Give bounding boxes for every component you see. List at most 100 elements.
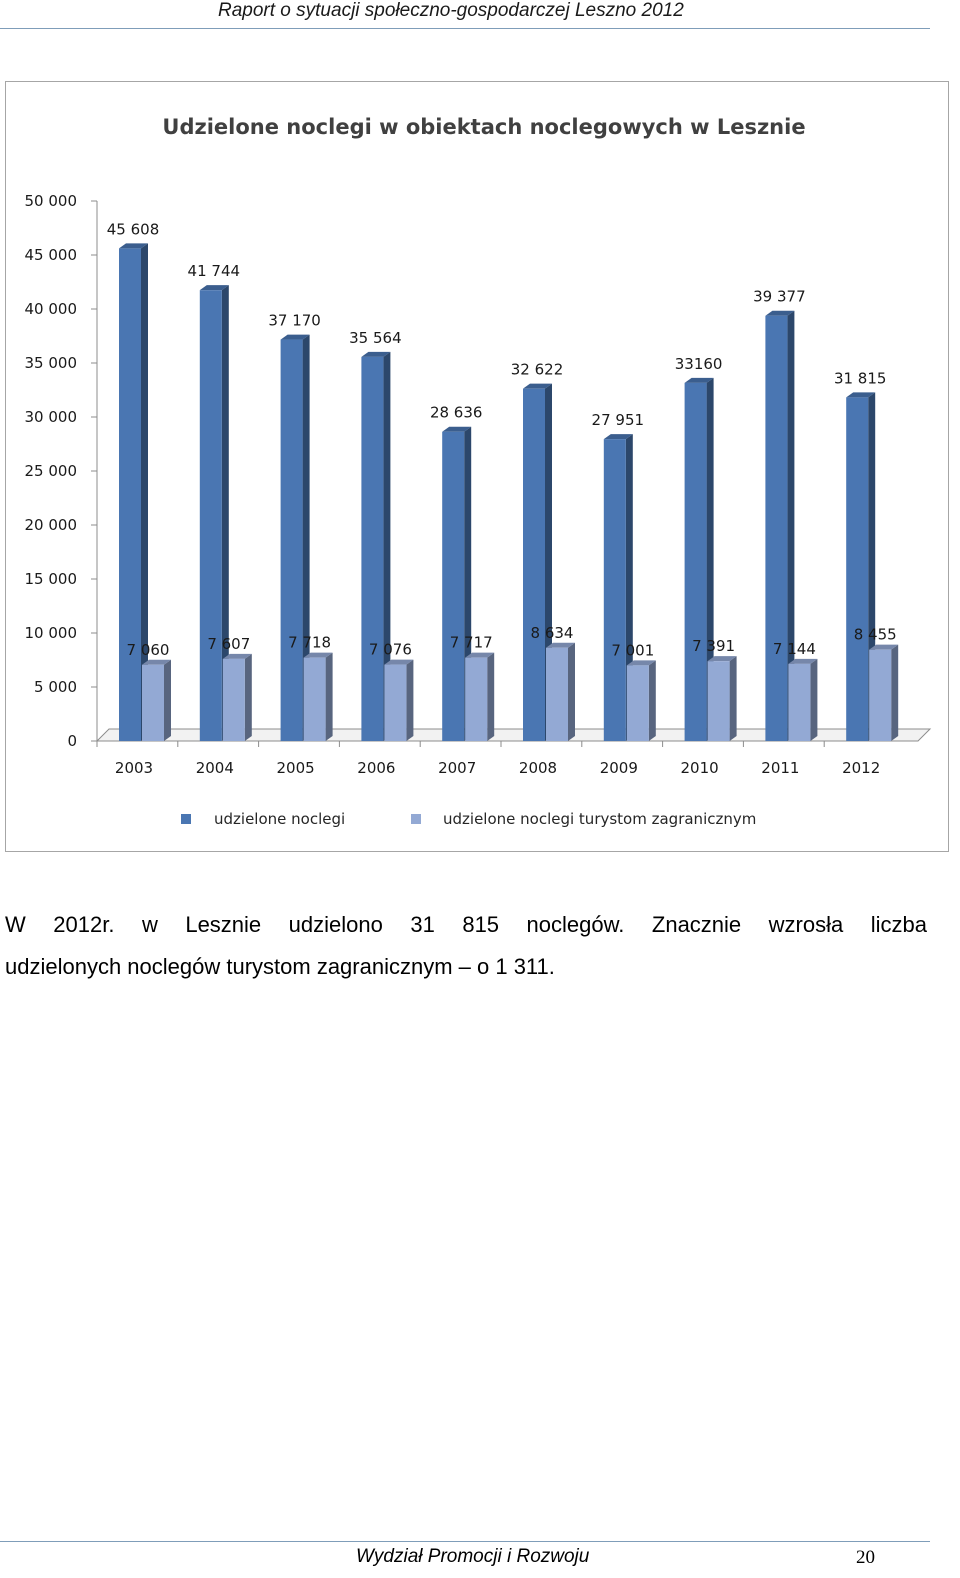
x-tick-label: 2011: [761, 759, 799, 777]
data-label: 35 564: [349, 329, 402, 347]
bar-top-foreign: [303, 652, 333, 658]
bar-foreign: [384, 664, 407, 741]
bar-top-total: [765, 310, 795, 316]
page-header: Raport o sytuacji społeczno-gospodarczej…: [0, 0, 930, 29]
bar-foreign: [222, 658, 245, 741]
bar-foreign: [303, 657, 326, 741]
y-tick-label: 5 000: [34, 678, 77, 696]
y-tick-label: 35 000: [25, 354, 78, 372]
bar-foreign: [788, 663, 811, 741]
legend-label-foreign: udzielone noclegi turystom zagranicznym: [443, 810, 756, 828]
page-footer: Wydział Promocji i Rozwoju 20: [0, 1541, 930, 1578]
bar-top-foreign: [707, 656, 737, 662]
bar-top-total: [199, 285, 229, 291]
data-label: 7 076: [369, 641, 412, 659]
bar-side-foreign: [729, 656, 737, 741]
x-tick-label: 2008: [519, 759, 557, 777]
data-label: 45 608: [107, 220, 160, 238]
y-tick-label: 10 000: [25, 624, 78, 642]
bar-total: [523, 388, 545, 741]
body-paragraph-line-2: udzielonych noclegów turystom zagraniczn…: [5, 954, 555, 979]
bar-foreign: [626, 665, 649, 741]
data-label: 7 391: [692, 637, 735, 655]
bar-foreign: [869, 649, 892, 741]
y-tick-label: 30 000: [25, 408, 78, 426]
bar-top-foreign: [869, 644, 899, 650]
y-tick-label: 40 000: [25, 300, 78, 318]
bar-side-foreign: [648, 660, 656, 741]
x-tick-label: 2010: [681, 759, 719, 777]
bar-total: [442, 431, 465, 741]
bar-top-foreign: [142, 659, 171, 665]
data-label: 33160: [675, 355, 723, 373]
bar-top-foreign: [626, 660, 656, 666]
y-tick-label: 25 000: [25, 462, 78, 480]
chart-frame: Udzielone noclegi w obiektach noclegowyc…: [5, 81, 949, 852]
bar-top-foreign: [384, 659, 414, 665]
bar-total: [199, 290, 222, 741]
bar-side-total: [706, 377, 714, 741]
data-label: 8 455: [854, 626, 897, 644]
x-tick-label: 2004: [196, 759, 234, 777]
data-label: 28 636: [430, 404, 483, 422]
bar-total: [846, 397, 869, 741]
data-label: 7 060: [127, 641, 170, 659]
bar-top-total: [361, 351, 391, 357]
bar-side-foreign: [487, 652, 495, 741]
bar-top-foreign: [788, 658, 818, 664]
bar-foreign: [707, 661, 730, 741]
y-tick-label: 0: [67, 732, 77, 750]
data-label: 41 744: [188, 262, 241, 280]
x-tick-label: 2009: [600, 759, 638, 777]
legend-swatch-foreign: [411, 814, 421, 824]
bar-side-total: [302, 334, 310, 741]
data-label: 7 001: [611, 641, 654, 659]
bar-total: [361, 356, 384, 741]
bar-side-total: [383, 351, 391, 741]
header-title: Raport o sytuacji społeczno-gospodarczej…: [218, 0, 684, 21]
bar-chart: Udzielone noclegi w obiektach noclegowyc…: [25, 115, 932, 828]
bar-side-foreign: [810, 658, 818, 741]
bar-side-foreign: [164, 659, 171, 741]
bar-foreign: [142, 664, 164, 741]
footer-text: Wydział Promocji i Rozwoju: [356, 1546, 590, 1567]
data-label: 32 622: [511, 361, 564, 379]
bar-side-foreign: [406, 659, 414, 741]
data-label: 7 607: [207, 635, 250, 653]
data-label: 7 718: [288, 634, 331, 652]
data-label: 37 170: [268, 312, 321, 330]
chart-title: Udzielone noclegi w obiektach noclegowyc…: [162, 115, 805, 139]
legend-label-total: udzielone noclegi: [214, 810, 345, 828]
bar-side-total: [141, 243, 148, 741]
bar-top-total: [523, 383, 552, 389]
data-label: 27 951: [592, 411, 645, 429]
bar-top-total: [119, 243, 148, 249]
bar-top-total: [442, 426, 472, 432]
bar-top-foreign: [465, 652, 495, 658]
bar-side-foreign: [568, 642, 575, 741]
data-label: 7 717: [450, 634, 493, 652]
data-label: 8 634: [531, 624, 574, 642]
x-tick-label: 2012: [842, 759, 880, 777]
bar-top-foreign: [222, 653, 252, 659]
bar-top-total: [280, 334, 310, 340]
y-tick-label: 45 000: [25, 246, 78, 264]
page-number: 20: [856, 1547, 875, 1568]
bar-top-foreign: [546, 642, 575, 648]
bar-total: [684, 382, 707, 741]
legend-swatch-total: [181, 814, 191, 824]
data-label: 7 144: [773, 640, 816, 658]
bar-total: [280, 339, 303, 741]
bar-total: [765, 315, 788, 741]
body-paragraph-line-1: W 2012r. w Lesznie udzielono 31 815 nocl…: [5, 912, 927, 937]
x-tick-label: 2007: [438, 759, 476, 777]
bar-side-foreign: [325, 652, 333, 741]
y-tick-label: 50 000: [25, 192, 78, 210]
y-tick-label: 20 000: [25, 516, 78, 534]
bar-side-foreign: [891, 644, 899, 741]
x-tick-label: 2006: [357, 759, 395, 777]
bar-foreign: [465, 657, 488, 741]
y-tick-label: 15 000: [25, 570, 78, 588]
bar-top-total: [846, 392, 876, 398]
x-tick-label: 2003: [115, 759, 153, 777]
